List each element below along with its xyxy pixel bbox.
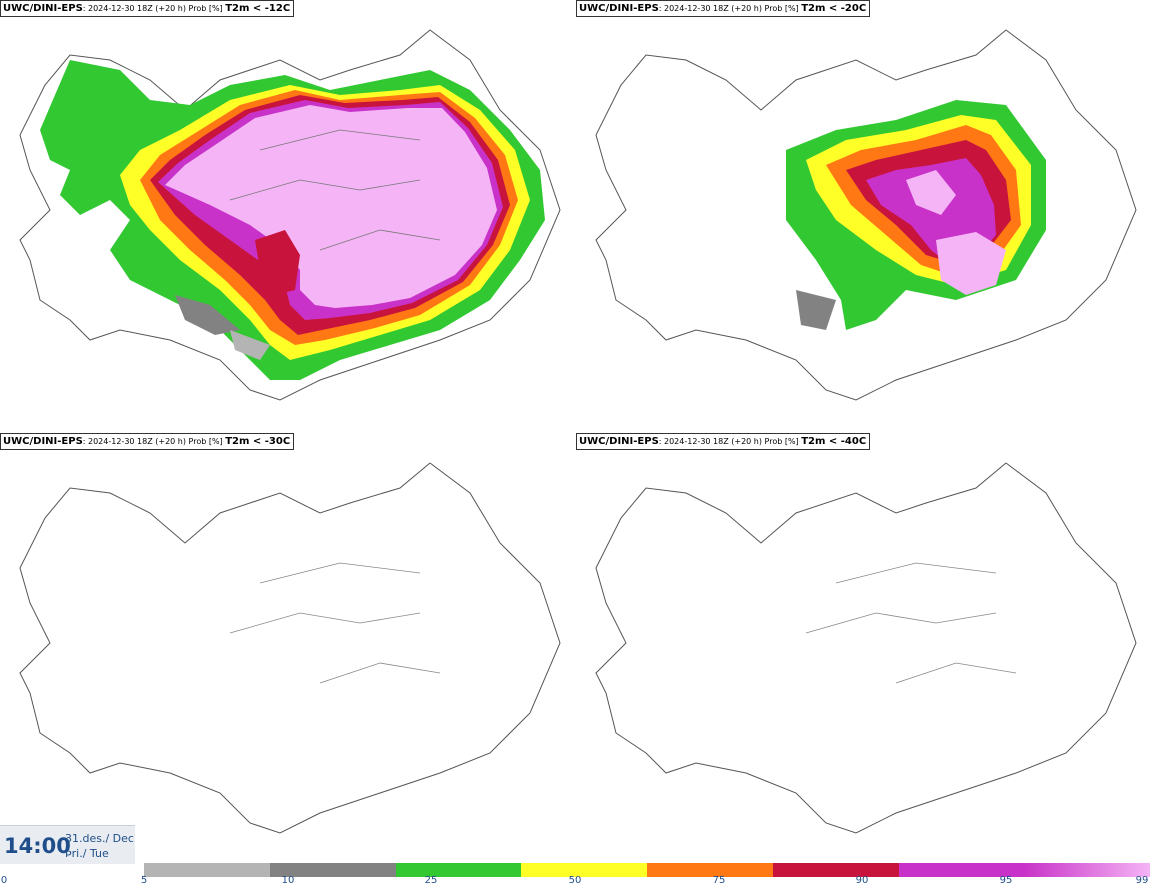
color-swatch-4 (647, 863, 773, 877)
weekday-label: Þri./ Tue (65, 847, 109, 860)
color-swatch-5 (772, 863, 899, 877)
scale-tick-label: 90 (855, 875, 869, 886)
scale-tick-label: 5 (140, 875, 148, 886)
valid-time-box: 14:00 31.des./ Dec Þri./ Tue (0, 825, 135, 864)
iceland-map-minus12 (19, 29, 561, 401)
color-swatch-7 (1024, 863, 1150, 877)
color-swatch-6 (898, 863, 1025, 877)
model-name: UWC/DINI-EPS (579, 436, 659, 447)
model-name: UWC/DINI-EPS (3, 3, 83, 14)
scale-tick-label: 99 (1135, 875, 1149, 886)
panel-title: UWC/DINI-EPS: 2024-12-30 18Z (+20 h) Pro… (0, 433, 295, 450)
run-info: : 2024-12-30 18Z (+20 h) Prob [%] (658, 4, 802, 13)
run-info: : 2024-12-30 18Z (+20 h) Prob [%] (82, 4, 226, 13)
panel-title: UWC/DINI-EPS: 2024-12-30 18Z (+20 h) Pro… (576, 0, 871, 17)
model-name: UWC/DINI-EPS (579, 3, 659, 14)
color-scale-ticks: 0 5 10 25 50 75 90 95 99 (0, 875, 1150, 891)
valid-date: 31.des./ Dec Þri./ Tue (65, 831, 134, 861)
probability-color-scale (144, 863, 1150, 877)
map-panel-t2m-below-minus40: UWC/DINI-EPS: 2024-12-30 18Z (+20 h) Pro… (576, 433, 1150, 865)
scale-tick-label: 0 (0, 875, 8, 886)
run-info: : 2024-12-30 18Z (+20 h) Prob [%] (658, 437, 802, 446)
scale-tick-label: 50 (568, 875, 582, 886)
scale-tick-label: 10 (281, 875, 295, 886)
color-swatch-3 (521, 863, 647, 877)
date-label: 31.des./ Dec (65, 832, 134, 845)
map-panel-t2m-below-minus20: UWC/DINI-EPS: 2024-12-30 18Z (+20 h) Pro… (576, 0, 1150, 432)
scale-tick-label: 75 (712, 875, 726, 886)
color-swatch-0 (144, 863, 270, 877)
iceland-map-minus20 (595, 29, 1137, 401)
model-name: UWC/DINI-EPS (3, 436, 83, 447)
panel-title: UWC/DINI-EPS: 2024-12-30 18Z (+20 h) Pro… (576, 433, 871, 450)
variable-label: T2m < -30C (225, 436, 291, 447)
valid-time: 14:00 (4, 834, 71, 858)
run-info: : 2024-12-30 18Z (+20 h) Prob [%] (82, 437, 226, 446)
color-swatch-1 (269, 863, 396, 877)
map-panel-t2m-below-minus12: UWC/DINI-EPS: 2024-12-30 18Z (+20 h) Pro… (0, 0, 575, 432)
variable-label: T2m < -20C (801, 3, 867, 14)
iceland-map-minus40 (595, 462, 1137, 834)
map-panel-t2m-below-minus30: UWC/DINI-EPS: 2024-12-30 18Z (+20 h) Pro… (0, 433, 575, 865)
iceland-map-minus30 (19, 462, 561, 834)
scale-tick-label: 95 (999, 875, 1013, 886)
panel-title: UWC/DINI-EPS: 2024-12-30 18Z (+20 h) Pro… (0, 0, 295, 17)
color-swatch-2 (395, 863, 522, 877)
scale-tick-label: 25 (424, 875, 438, 886)
variable-label: T2m < -40C (801, 436, 867, 447)
variable-label: T2m < -12C (225, 3, 291, 14)
